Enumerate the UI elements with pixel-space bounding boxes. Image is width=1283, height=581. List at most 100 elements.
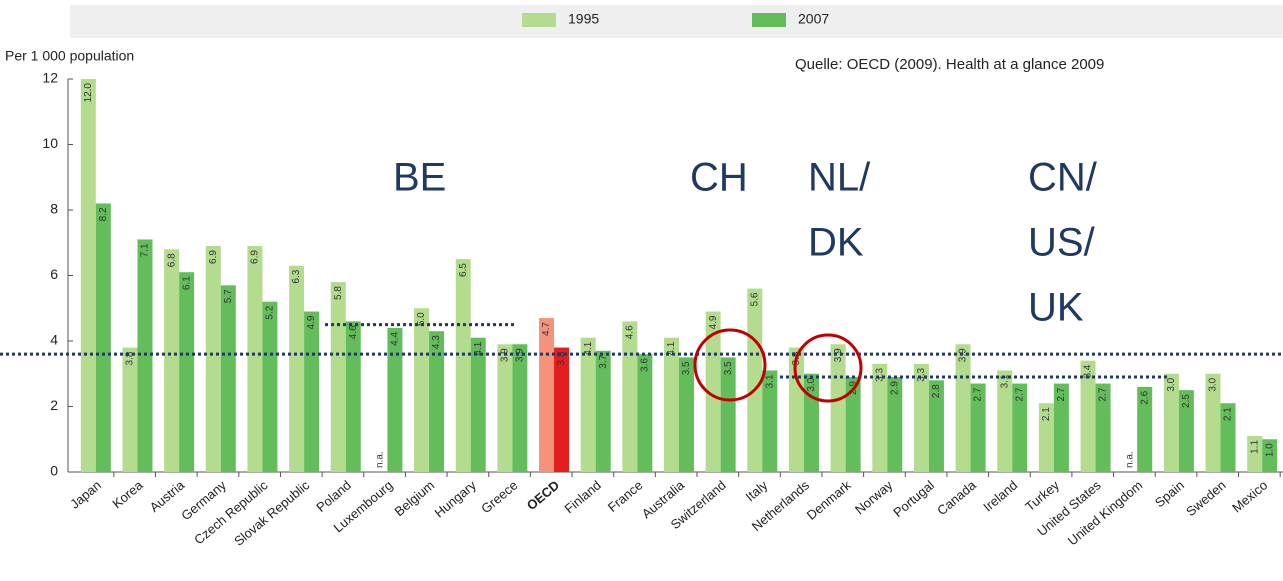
- value-label: 3.6: [639, 358, 650, 372]
- x-tick-label: Finland: [562, 477, 604, 516]
- bar: [679, 357, 694, 472]
- legend-label: 1995: [568, 11, 599, 27]
- highlight-circle: [693, 328, 767, 402]
- bar: [345, 321, 361, 472]
- value-label: 3.8: [125, 351, 136, 365]
- bar: [1080, 360, 1096, 472]
- x-tick-label: Italy: [743, 477, 771, 504]
- x-tick-label: Ireland: [980, 477, 1020, 514]
- annotation: BE: [393, 156, 446, 200]
- value-label: 3.1: [764, 374, 775, 388]
- bar: [220, 285, 236, 472]
- highlight-circle: [793, 333, 863, 403]
- bar: [595, 350, 611, 472]
- bar: [262, 301, 278, 472]
- source: Quelle: OECD (2009). Health at a glance …: [795, 56, 1104, 73]
- x-tick-label: Slovak Republic: [231, 477, 312, 549]
- value-label: 8.2: [98, 207, 109, 221]
- bar: [95, 203, 111, 472]
- bar: [1220, 403, 1236, 472]
- value-label: 2.7: [973, 387, 984, 401]
- x-tick-label: Korea: [109, 477, 146, 511]
- value-label: 5.7: [223, 289, 234, 303]
- value-label: 2.1: [1223, 407, 1234, 421]
- value-label: 3.0: [1166, 377, 1177, 391]
- bar: [1095, 383, 1111, 472]
- value-label: 2.9: [889, 381, 900, 395]
- value-label: 3.5: [681, 361, 692, 375]
- bar: [387, 327, 403, 472]
- value-label: 2.7: [1014, 387, 1025, 401]
- value-label: 6.1: [181, 276, 192, 290]
- x-tick-label: Denmark: [804, 477, 854, 523]
- value-label: 4.6: [624, 325, 635, 339]
- x-tick-label: Japan: [67, 477, 104, 511]
- legend-swatch: [752, 13, 786, 27]
- bar: [164, 249, 180, 472]
- bar: [1205, 373, 1221, 472]
- value-label: 3.0: [806, 377, 817, 391]
- bar: [1053, 383, 1069, 472]
- value-label: 2.7: [1056, 387, 1067, 401]
- bar: [512, 344, 528, 472]
- value-label: 2.6: [1139, 390, 1150, 404]
- bar: [247, 246, 263, 472]
- x-tick-label: Spain: [1152, 477, 1187, 510]
- value-label: 3.4: [1083, 364, 1094, 378]
- bar: [788, 347, 804, 472]
- annotation: US/: [1028, 221, 1096, 265]
- annotation: CN/: [1028, 156, 1098, 200]
- bar: [429, 331, 445, 472]
- bar: [1247, 435, 1263, 472]
- y-tick-label: 6: [50, 266, 58, 282]
- value-label: 4.1: [583, 341, 594, 355]
- value-label: 3.0: [1208, 377, 1219, 391]
- bar: [872, 363, 888, 472]
- bar: [720, 357, 736, 472]
- bar: [845, 377, 861, 472]
- value-label: 7.1: [140, 243, 151, 257]
- value-label: 12.0: [83, 83, 94, 103]
- bar: [762, 370, 778, 472]
- value-label: 5.2: [265, 305, 276, 319]
- value-label: 2.5: [1181, 394, 1192, 408]
- legend-label: 2007: [798, 11, 829, 27]
- value-label: 6.5: [458, 263, 469, 277]
- value-label: 3.3: [916, 367, 927, 381]
- bar: [955, 344, 971, 472]
- x-tick-label: Hungary: [432, 477, 480, 520]
- bar: [470, 337, 486, 472]
- bar: [539, 318, 555, 472]
- value-label: 3.7: [598, 354, 609, 368]
- value-label: 6.3: [291, 269, 302, 283]
- bar: [554, 347, 570, 472]
- value-label: 3.3: [874, 367, 885, 381]
- value-label: 5.0: [416, 312, 427, 326]
- bar: [1262, 439, 1278, 472]
- bar: [137, 239, 153, 472]
- x-tick-label: Canada: [934, 477, 979, 518]
- value-label: 3.9: [958, 348, 969, 362]
- value-label: n.a.: [375, 451, 386, 468]
- x-tick-label: Portugal: [890, 477, 937, 520]
- y-tick-label: 0: [50, 463, 58, 479]
- annotation: DK: [808, 221, 864, 265]
- value-label: 4.6: [348, 325, 359, 339]
- value-label: 4.1: [666, 341, 677, 355]
- bar: [1137, 386, 1153, 472]
- bar: [830, 344, 846, 472]
- bar: [747, 288, 763, 472]
- y-tick-label: 8: [50, 201, 58, 217]
- x-tick-label: Norway: [852, 477, 896, 517]
- value-label: 6.9: [250, 250, 261, 264]
- value-label: 4.3: [431, 335, 442, 349]
- value-label: 2.7: [1098, 387, 1109, 401]
- bar: [80, 79, 96, 472]
- bar: [928, 380, 944, 472]
- value-label: 4.7: [541, 322, 552, 336]
- bar: [304, 311, 320, 472]
- bar: [1012, 383, 1028, 472]
- value-label: 3.1: [999, 374, 1010, 388]
- value-label: 3.8: [556, 351, 567, 365]
- annotation: UK: [1028, 286, 1084, 330]
